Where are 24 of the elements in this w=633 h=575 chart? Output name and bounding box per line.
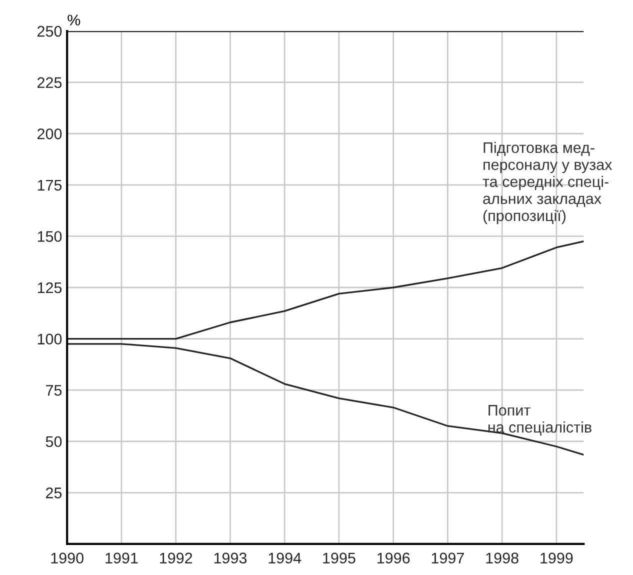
x-tick-label: 1992 xyxy=(160,552,192,564)
x-tick-label: 1994 xyxy=(268,552,302,564)
x-tick-label: 1996 xyxy=(378,552,410,564)
y-tick-label: 125 xyxy=(38,282,62,294)
y-tick-label: 75 xyxy=(46,385,62,396)
y-tick-label: 200 xyxy=(38,128,62,140)
series-label: Попит на спеціалістів xyxy=(488,405,592,436)
x-tick-label: 1997 xyxy=(432,552,464,564)
text: Підготовка мед- персоналу у вузах та середніх спеці- альних закладах (пропозиції) xyxy=(482,142,612,224)
y-tick-label: 150 xyxy=(38,231,62,242)
x-tick-label: 1993 xyxy=(214,552,247,564)
x-tick-label: 1999 xyxy=(540,552,573,564)
y-tick-label: 225 xyxy=(38,77,62,88)
x-tick-label: 1998 xyxy=(486,552,518,564)
y-tick-label: 25 xyxy=(46,488,62,498)
y-tick-label: 250 xyxy=(38,26,62,37)
y-axis-title: % xyxy=(68,14,80,26)
x-tick-label: 1990 xyxy=(51,552,84,564)
y-tick-label: 100 xyxy=(38,334,62,344)
x-tick-label: 1995 xyxy=(323,552,356,564)
y-tick-label: 175 xyxy=(38,180,62,191)
line-series xyxy=(67,240,584,340)
x-tick-label: 1991 xyxy=(106,552,138,564)
y-tick-label: 50 xyxy=(46,436,62,448)
